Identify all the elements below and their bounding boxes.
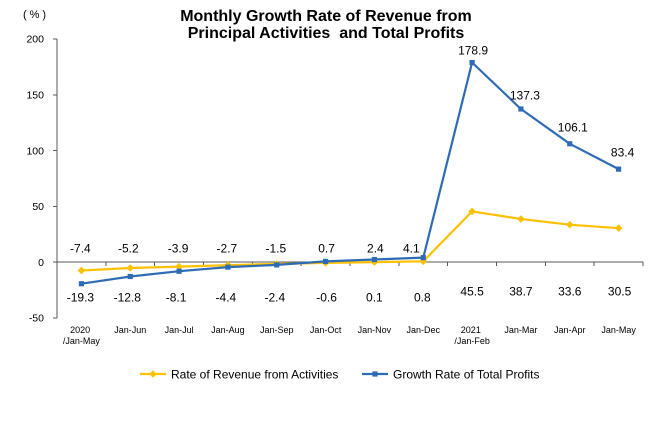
legend-label-revenue-growth: Rate of Revenue from Activities	[171, 367, 338, 381]
chart-title-line-1: Monthly Growth Rate of Revenue from	[180, 8, 472, 25]
data-point-revenue-growth	[126, 264, 135, 272]
data-label-profit-growth: 83.4	[611, 145, 635, 159]
series-line-profit-growth	[81, 61, 620, 285]
x-tick-label: Jan-Sep	[260, 325, 294, 335]
data-label-revenue-growth: 0.8	[414, 290, 431, 304]
x-tick-label-line: Jan-May	[601, 325, 636, 335]
legend-item-revenue-growth: Rate of Revenue from Activities	[140, 367, 338, 381]
data-label-profit-growth: 178.9	[458, 43, 488, 57]
data-label-profit-growth: 0.7	[318, 241, 335, 255]
x-tick-label: Jan-Aug	[211, 325, 245, 335]
x-tick-label-line: 2020	[70, 325, 90, 335]
x-tick-label: Jan-Oct	[310, 325, 342, 335]
data-point-revenue-growth	[175, 262, 183, 271]
data-point-revenue-growth	[614, 224, 623, 232]
legend-marker-profit-growth	[372, 371, 378, 377]
x-tick-label: Jan-Dec	[406, 325, 440, 335]
x-tick-label-line: Jan-Jun	[114, 325, 146, 335]
data-labels: -7.4 -5.2 -3.9 -2.7 -1.5 -0.6 0.1 0.8 45.5 38.7 33…	[67, 43, 635, 304]
y-tick-label: 150	[26, 90, 44, 102]
data-label-revenue-growth: -3.9	[168, 241, 189, 255]
series-line-revenue-growth	[81, 210, 619, 272]
x-tick-label-line: Jan-Sep	[260, 325, 294, 335]
data-point-profit-growth	[127, 273, 133, 280]
data-point-profit-growth	[420, 255, 426, 261]
y-axis-label: (%)	[23, 9, 49, 21]
y-tick-label: 50	[32, 201, 44, 213]
x-tick-label-line: Jan-Jul	[165, 325, 194, 335]
data-point-profit-growth	[371, 256, 378, 263]
data-point-profit-growth	[469, 59, 475, 66]
data-point-profit-growth	[615, 166, 622, 172]
x-tick-label: Jan-May	[601, 325, 636, 335]
data-label-profit-growth: -4.4	[216, 290, 237, 304]
y-tick-label: -50	[29, 313, 44, 325]
x-tick-label-line: 2021	[461, 325, 481, 335]
data-label-revenue-growth: -1.5	[265, 241, 286, 255]
data-point-profit-growth	[78, 281, 85, 287]
x-tick-label: Jan-Apr	[554, 325, 586, 335]
data-point-profit-growth	[274, 262, 280, 268]
data-point-revenue-growth	[77, 266, 86, 275]
x-tick-label-line: Jan-Oct	[310, 325, 342, 335]
data-label-profit-growth: -2.4	[264, 290, 285, 304]
x-tick-label-line: Jan-Aug	[211, 325, 245, 335]
x-tick-label-line: Jan-Apr	[554, 325, 586, 335]
series-profit-growth	[78, 59, 622, 287]
x-tick-label: 2021 /Jan-Feb	[454, 325, 490, 346]
x-tick-label-line: /Jan-Feb	[454, 336, 490, 346]
y-tick-labels: 200 150 100 50 0 -50	[26, 34, 44, 325]
data-point-revenue-growth	[517, 215, 525, 223]
data-point-profit-growth	[518, 106, 524, 112]
data-label-revenue-growth: 30.5	[608, 284, 632, 298]
y-tick-label: 200	[26, 34, 44, 46]
data-point-revenue-growth	[565, 220, 574, 229]
data-label-profit-growth: -12.8	[114, 290, 142, 304]
x-tick-label: Jan-Jul	[165, 325, 194, 335]
data-label-profit-growth: 2.4	[367, 241, 384, 255]
data-label-revenue-growth: 38.7	[509, 284, 533, 298]
x-tick-label-line: Jan-Dec	[406, 325, 440, 335]
data-label-revenue-growth: -0.6	[316, 290, 337, 304]
data-point-profit-growth	[176, 268, 182, 274]
x-tick-label-line: /Jan-May	[63, 336, 101, 346]
data-label-profit-growth: 137.3	[510, 88, 540, 102]
legend-label-profit-growth: Growth Rate of Total Profits	[393, 367, 540, 381]
data-label-profit-growth: -8.1	[166, 290, 187, 304]
x-tick-label: Jan-Nov	[358, 325, 392, 335]
legend-marker-revenue-growth	[149, 370, 157, 378]
legend: Rate of Revenue from Activities Growth Ra…	[140, 367, 540, 381]
data-point-profit-growth	[225, 264, 231, 270]
data-label-revenue-growth: -7.4	[70, 241, 91, 255]
x-tick-label-line: Jan-Mar	[504, 325, 537, 335]
data-label-revenue-growth: 45.5	[460, 284, 484, 298]
x-tick-labels: 2020 /Jan-May Jan-Jun Jan-Jul Jan-Aug Jan-Se…	[63, 325, 636, 346]
x-tick-label: Jan-Jun	[114, 325, 146, 335]
data-label-revenue-growth: 33.6	[558, 284, 582, 298]
data-label-revenue-growth: -2.7	[217, 241, 238, 255]
x-tick-label: 2020 /Jan-May	[63, 325, 101, 346]
series-layer	[77, 59, 623, 287]
data-point-revenue-growth	[468, 207, 476, 216]
y-tick-label: 0	[38, 257, 44, 269]
data-label-revenue-growth: -5.2	[118, 241, 139, 255]
data-label-revenue-growth: 0.1	[366, 290, 383, 304]
data-point-profit-growth	[322, 258, 329, 265]
x-tick-label-line: Jan-Nov	[358, 325, 392, 335]
data-label-profit-growth: 4.1	[403, 241, 420, 255]
data-label-profit-growth: 106.1	[558, 120, 588, 134]
data-point-profit-growth	[567, 141, 573, 147]
y-tick-label: 100	[26, 145, 44, 157]
chart-title-line-2: Principal Activities and Total Profits	[188, 25, 465, 42]
legend-item-profit-growth: Growth Rate of Total Profits	[362, 367, 540, 381]
x-tick-label: Jan-Mar	[504, 325, 537, 335]
data-label-profit-growth: -19.3	[67, 290, 95, 304]
